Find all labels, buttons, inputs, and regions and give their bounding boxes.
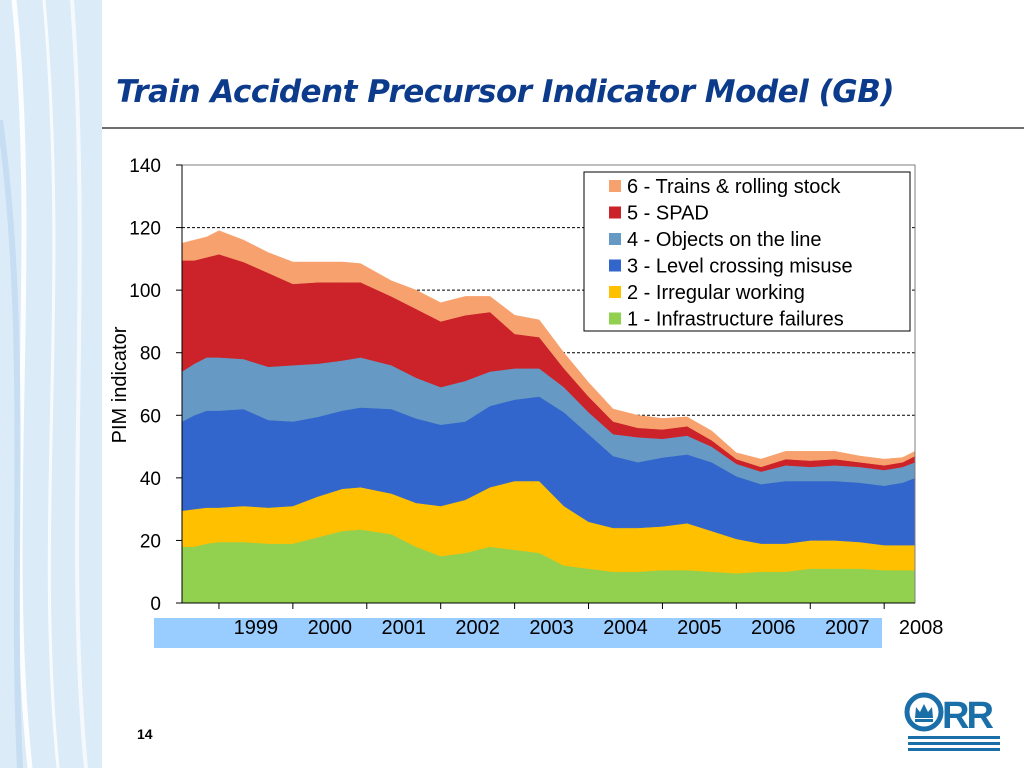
y-tick-label: 140 — [129, 156, 161, 177]
x-tick-label: 2007 — [825, 617, 870, 639]
x-tick-label: 2004 — [603, 617, 648, 639]
y-tick-label: 40 — [140, 469, 161, 490]
x-tick-label: 2002 — [455, 617, 500, 639]
legend-label: 3 - Level crossing misuse — [627, 256, 853, 278]
crown-icon — [904, 692, 944, 732]
side-decoration-panel — [0, 0, 102, 768]
legend-label: 4 - Objects on the line — [627, 229, 822, 251]
legend-swatch — [609, 259, 621, 272]
x-tick-label: 1999 — [234, 617, 279, 639]
x-tick-label: 2003 — [529, 617, 574, 639]
legend-label: 1 - Infrastructure failures — [627, 309, 844, 331]
legend-swatch — [609, 180, 621, 192]
y-tick-label: 60 — [140, 406, 161, 427]
legend: 6 - Trains & rolling stock 5 - SPAD 4 - Ob… — [583, 171, 911, 332]
svg-text:RR: RR — [942, 695, 993, 737]
side-stripes-graphic — [0, 0, 88, 768]
y-tick-label: 100 — [129, 281, 161, 302]
x-tick-label: 2000 — [308, 617, 353, 639]
legend-label: 5 - SPAD — [627, 203, 709, 225]
legend-swatch — [609, 286, 621, 298]
title-divider — [102, 127, 1024, 129]
legend-swatch — [609, 312, 621, 325]
page-number: 14 — [137, 726, 153, 742]
y-tick-label: 80 — [140, 344, 161, 365]
area-series — [181, 230, 916, 604]
y-tick-label: 20 — [140, 531, 161, 552]
legend-label: 6 - Trains & rolling stock — [627, 176, 841, 198]
legend-box — [583, 171, 911, 332]
slide-title: Train Accident Precursor Indicator Model… — [116, 74, 895, 110]
x-tick-label: 2006 — [751, 617, 796, 639]
legend-label: 2 - Irregular working — [627, 282, 805, 304]
legend-swatch — [609, 206, 621, 219]
orr-logo: RR — [904, 692, 1000, 751]
y-tick-label: 120 — [129, 219, 161, 240]
x-tick-label: 2001 — [381, 617, 426, 639]
x-tick-label: 2005 — [677, 617, 722, 639]
x-tick-label: 2008 — [899, 617, 944, 639]
y-tick-label: 0 — [150, 594, 161, 615]
x-label-highlight-bar — [154, 618, 882, 648]
axes: 0 20 40 60 80 100 120 140 1999 2000 2001 2002 2003 20… — [109, 156, 943, 648]
legend-swatch — [609, 233, 621, 245]
y-axis-title: PIM indicator — [109, 326, 131, 443]
